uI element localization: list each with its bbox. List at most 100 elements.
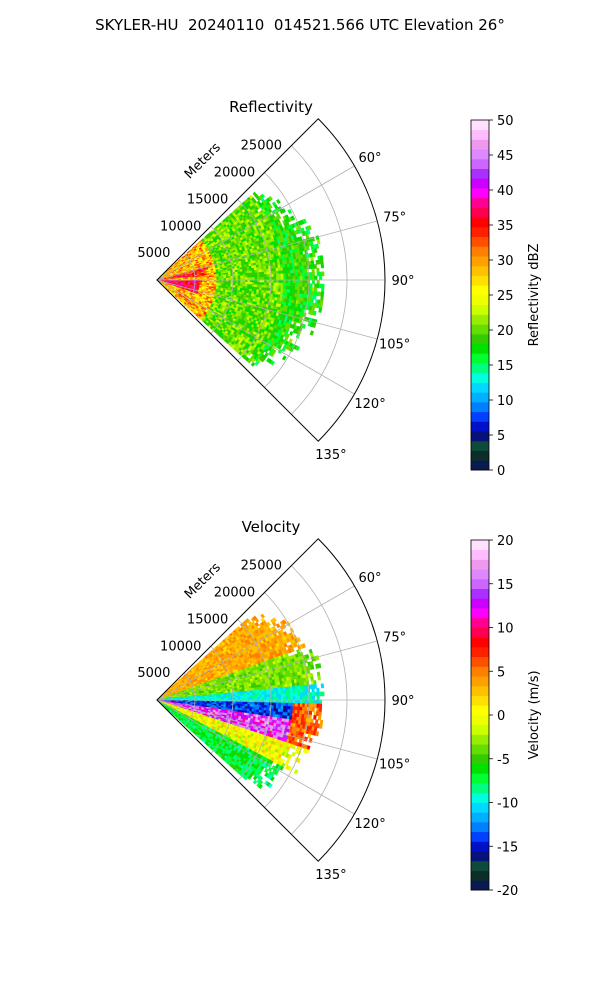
echo-gate — [320, 259, 324, 265]
colorbar-swatch — [471, 197, 489, 208]
echo-gate — [313, 264, 317, 269]
panel-title: Velocity — [242, 518, 301, 536]
colorbar-swatch — [471, 120, 489, 131]
colorbar-swatch — [471, 246, 489, 257]
echo-gate — [318, 307, 323, 313]
colorbar-tick-label: 25 — [497, 289, 514, 304]
echo-gate — [276, 276, 280, 281]
echo-gate — [289, 331, 294, 336]
colorbar-swatch — [471, 333, 489, 345]
radial-tick-label: 5000 — [137, 246, 170, 261]
angle-tick-label: 75° — [383, 210, 406, 225]
colorbar-swatch — [471, 226, 489, 238]
colorbar-swatch — [471, 314, 489, 325]
panel-title: Reflectivity — [229, 98, 313, 116]
echo-gate — [295, 279, 299, 284]
echo-gate — [311, 268, 315, 273]
echo-gate — [320, 291, 325, 297]
echo-gate — [313, 287, 318, 293]
colorbar-swatch — [471, 411, 489, 422]
colorbar-swatch — [471, 207, 489, 218]
echo-gate — [311, 275, 315, 281]
polar-grid — [156, 145, 385, 415]
colorbar-swatch — [471, 188, 489, 199]
echo-gate — [304, 268, 308, 274]
colorbar-swatch — [471, 285, 489, 296]
echo-gate — [276, 279, 280, 284]
echo-gate — [320, 295, 324, 301]
echo-gate — [297, 276, 301, 281]
colorbar-swatch — [471, 392, 489, 403]
echo-gate — [316, 267, 320, 273]
echo-gate — [310, 260, 315, 266]
angle-tick-label: 60° — [359, 151, 382, 166]
echo-gate — [267, 204, 273, 210]
angle-tick-label: 135° — [315, 448, 346, 463]
angle-tick-label: 90° — [391, 274, 414, 289]
colorbar-swatch — [471, 256, 489, 267]
echo-gate — [319, 303, 323, 309]
echo-gate — [306, 229, 311, 235]
echo-field — [156, 191, 325, 367]
radial-tick-label: 10000 — [160, 219, 201, 234]
echo-gate — [299, 276, 304, 281]
echo-gate — [310, 256, 314, 262]
reflectivity-panel: Reflectivity500010000150002000025000Mete… — [137, 98, 542, 479]
colorbar-tick-label: 35 — [497, 219, 514, 234]
colorbar-tick-label: 20 — [497, 324, 514, 339]
colorbar-swatch — [471, 343, 489, 354]
echo-gate — [297, 279, 301, 284]
colorbar-swatch — [471, 363, 489, 374]
echo-gate — [313, 295, 317, 300]
colorbar-swatch — [471, 158, 489, 170]
colorbar-swatch — [471, 324, 489, 335]
echo-gate — [280, 279, 284, 284]
echo-gate — [316, 279, 320, 285]
echo-gate — [273, 279, 277, 284]
echo-gate — [313, 248, 318, 254]
figure-title: SKYLER-HU 20240110 014521.566 UTC Elevat… — [95, 16, 505, 34]
colorbar-swatch — [471, 139, 489, 150]
echo-gate — [278, 276, 282, 281]
echo-gate — [295, 276, 299, 281]
echo-gate — [268, 195, 273, 201]
radial-tick-label: 20000 — [214, 166, 255, 181]
colorbar-swatch — [471, 129, 489, 140]
echo-gate — [290, 215, 296, 221]
echo-gate — [311, 252, 316, 258]
echo-gate — [320, 263, 325, 269]
echo-gate — [311, 271, 315, 277]
echo-gate — [281, 355, 287, 361]
echo-gate — [305, 245, 310, 251]
colorbar-swatch — [471, 265, 489, 276]
echo-gate — [319, 299, 324, 305]
echo-gate — [309, 330, 314, 336]
echo-gate — [309, 283, 313, 288]
colorbar-label: Reflectivity dBZ — [527, 244, 542, 347]
colorbar-tick-label: 50 — [497, 114, 514, 129]
echo-gate — [260, 193, 266, 199]
echo-gate — [273, 276, 277, 281]
colorbar-tick-label: 45 — [497, 149, 514, 164]
colorbar-tick-label: 5 — [497, 429, 505, 444]
echo-gate — [321, 287, 325, 293]
echo-gate — [276, 214, 282, 220]
colorbar-swatch — [471, 168, 489, 179]
echo-gate — [290, 279, 294, 284]
echo-gate — [314, 275, 318, 281]
echo-gate — [271, 276, 275, 281]
colorbar-swatch — [471, 440, 489, 451]
colorbar-swatch — [471, 372, 489, 383]
echo-gate — [275, 623, 281, 629]
colorbar-tick-label: 30 — [497, 254, 514, 269]
colorbar-tick-label: 10 — [497, 394, 514, 409]
echo-gate — [292, 279, 296, 284]
colorbar-tick-label: 15 — [497, 359, 514, 374]
colorbar-swatch — [471, 149, 489, 160]
echo-gate — [281, 208, 287, 214]
colorbar-swatch — [471, 217, 489, 228]
colorbar-swatch — [471, 460, 489, 471]
echo-gate — [312, 310, 317, 316]
